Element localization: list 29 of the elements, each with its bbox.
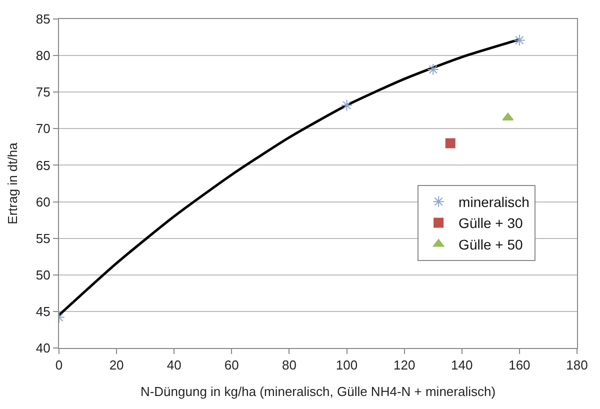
y-tick-label: 70 xyxy=(36,121,50,136)
x-tick-label: 160 xyxy=(508,358,530,373)
y-tick-label: 75 xyxy=(36,84,50,100)
x-tick-label: 120 xyxy=(393,358,416,373)
legend-label: Gülle + 30 xyxy=(458,215,523,232)
x-tick-label: 60 xyxy=(224,358,239,373)
y-tick-label: 60 xyxy=(36,194,50,210)
point xyxy=(514,34,526,46)
x-tick-label: 140 xyxy=(451,358,473,373)
x-axis-title: N-Düngung in kg/ha (mineralisch, Gülle NH4-N + mineralisch) xyxy=(140,384,496,400)
legend-label: mineralisch xyxy=(458,194,530,210)
y-tick-label: 55 xyxy=(36,230,50,246)
x-tick-label: 100 xyxy=(336,358,358,373)
point xyxy=(427,64,440,76)
y-tick-label: 45 xyxy=(36,304,50,319)
x-tick-label: 80 xyxy=(282,358,296,373)
legend-label: Gülle + 50 xyxy=(458,236,523,252)
y-axis-title: Ertrag in dt/ha xyxy=(4,142,20,224)
y-tick-label: 80 xyxy=(36,48,50,64)
point xyxy=(340,99,353,112)
x-tick-label: 0 xyxy=(55,358,63,373)
point xyxy=(445,138,456,148)
x-tick-label: 20 xyxy=(109,358,124,373)
y-tick-label: 85 xyxy=(36,12,50,27)
y-tick-label: 65 xyxy=(36,158,50,173)
x-tick-label: 40 xyxy=(166,358,182,373)
y-tick-label: 50 xyxy=(36,267,50,282)
x-tick-label: 180 xyxy=(566,358,588,373)
y-tick-label: 40 xyxy=(36,340,50,356)
